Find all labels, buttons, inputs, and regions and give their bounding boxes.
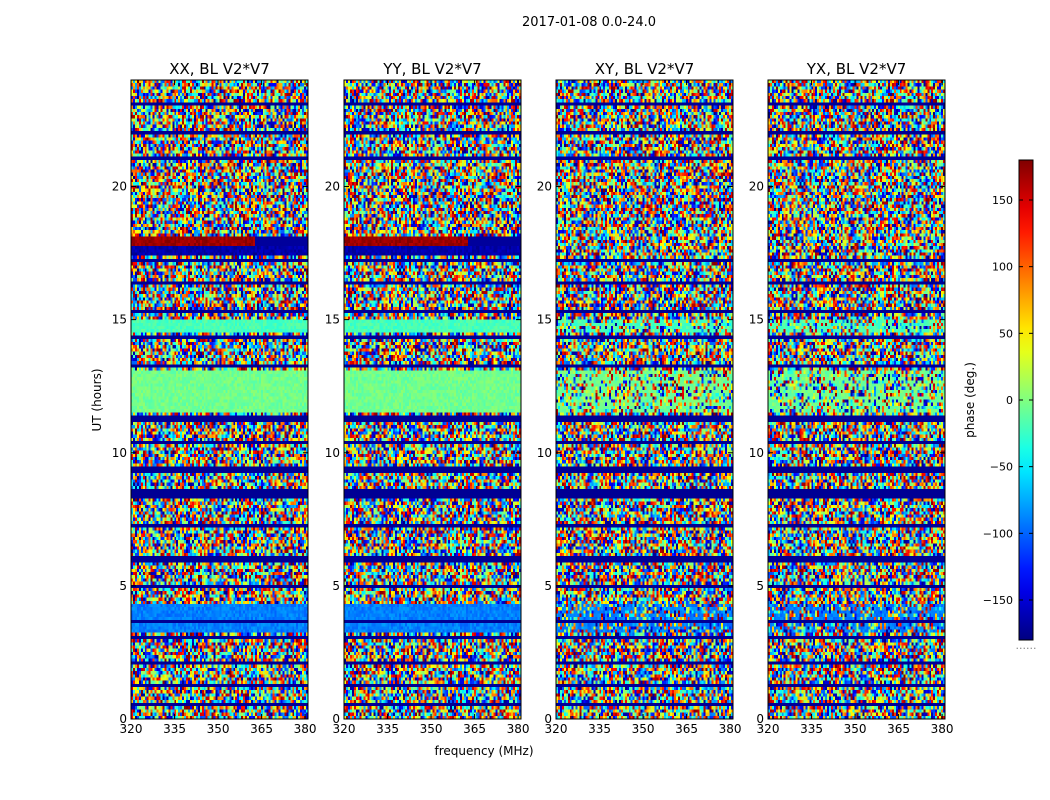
x-tick-label: 335 [588,722,611,736]
y-tick-label: 15 [325,313,340,327]
y-tick-label: 15 [112,313,127,327]
y-tick-label: 0 [544,712,552,726]
x-tick-label: 335 [800,722,823,736]
panel-frame [767,79,946,720]
y-tick-label: 10 [325,446,340,460]
panel-title-yy: YY, BL V2*V7 [382,60,481,78]
x-tick-label: 320 [120,722,143,736]
y-tick-label: 5 [119,579,127,593]
panel-yy: YY, BL V2*V7 320 335 350 365 380 0 5 10 15 20 [325,60,530,736]
x-tick-label: 365 [675,722,698,736]
panel-xy: XY, BL V2*V7 320 335 350 365 380 0 5 10 15 20 [537,60,742,736]
colorbar-label: phase (deg.) [963,362,977,438]
x-tick-label: 320 [333,722,356,736]
x-tick-label: 350 [844,722,867,736]
x-tick-label: 350 [420,722,443,736]
y-tick-label: 20 [112,180,127,194]
y-axis-label: UT (hours) [90,368,104,431]
x-tick-label: 335 [163,722,186,736]
panel-frame [343,79,522,720]
x-tick-label: 380 [719,722,742,736]
y-tick-label: 20 [325,180,340,194]
y-tick-label: 5 [332,579,340,593]
y-tick-label: 0 [119,712,127,726]
x-tick-label: 320 [545,722,568,736]
x-tick-label: 380 [294,722,317,736]
y-tick-label: 10 [537,446,552,460]
y-tick-label: 15 [537,313,552,327]
panel-title-xx: XX, BL V2*V7 [169,60,270,78]
phase-heatmap-xx [131,80,308,719]
phase-heatmap-xy [556,80,733,719]
panel-yx: YX, BL V2*V7 320 335 350 365 380 0 5 10 15 20 [749,60,954,736]
colorbar: 150 100 50 0 −50 −100 −150 [983,159,1034,641]
y-tick-label: 10 [749,446,764,460]
colorbar-tick-label: −150 [983,594,1013,607]
y-tick-label: 0 [332,712,340,726]
panel-title-yx: YX, BL V2*V7 [806,60,907,78]
y-tick-label: 10 [112,446,127,460]
colorbar-tick-label: 150 [992,194,1013,207]
colorbar-footer: ...... [1016,639,1037,652]
x-tick-label: 365 [250,722,273,736]
panel-title-xy: XY, BL V2*V7 [595,60,695,78]
colorbar-tick-label: 50 [999,327,1013,340]
x-tick-label: 365 [887,722,910,736]
y-tick-label: 15 [749,313,764,327]
y-tick-label: 20 [537,180,552,194]
x-tick-label: 350 [632,722,655,736]
panel-xx: XX, BL V2*V7 320 335 350 365 380 0 5 10 15 20 [112,60,317,736]
x-tick-label: 365 [463,722,486,736]
phase-heatmap-yy [344,80,521,719]
x-tick-label: 350 [207,722,230,736]
x-tick-label: 335 [376,722,399,736]
panel-frame [130,79,309,720]
y-tick-label: 20 [749,180,764,194]
y-tick-label: 0 [756,712,764,726]
figure-title: 2017-01-08 0.0-24.0 [522,15,656,30]
colorbar-tick-label: −100 [983,527,1013,540]
y-tick-label: 5 [544,579,552,593]
colorbar-tick-label: 100 [992,261,1013,274]
x-tick-label: 380 [507,722,530,736]
x-tick-label: 380 [931,722,954,736]
phase-heatmap-yx [768,80,945,719]
colorbar-tick-label: −50 [990,461,1013,474]
y-tick-label: 5 [756,579,764,593]
colorbar-tick-label: 0 [1006,394,1013,407]
x-axis-label: frequency (MHz) [434,744,533,758]
x-tick-label: 320 [757,722,780,736]
panel-frame [555,79,734,720]
